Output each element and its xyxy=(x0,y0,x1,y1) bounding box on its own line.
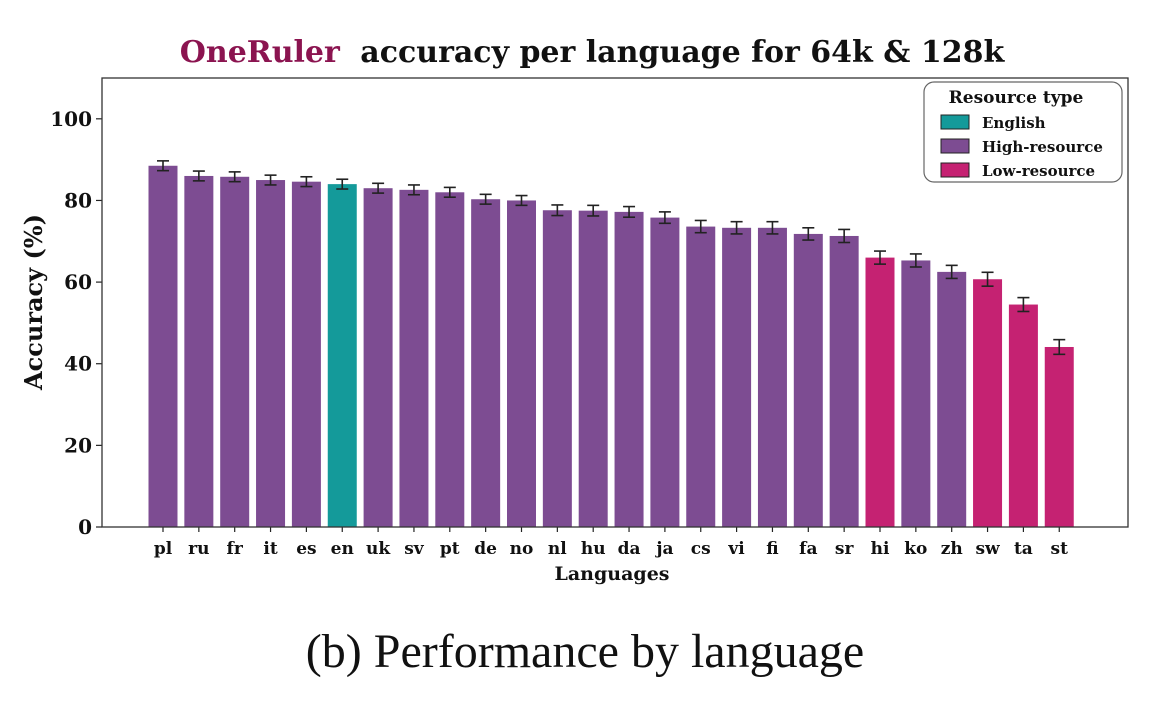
bar-en xyxy=(327,184,357,528)
legend-swatch-english xyxy=(940,114,970,130)
chart-title-highlight: OneRuler xyxy=(180,35,341,70)
bar-vi xyxy=(722,227,752,527)
bar-ru xyxy=(184,175,214,528)
x-tick-label-fi: fi xyxy=(766,539,778,559)
x-tick-label-hu: hu xyxy=(581,539,606,559)
bar-sr xyxy=(829,235,859,527)
y-tick-label: 80 xyxy=(64,188,92,212)
x-tick-label-fa: fa xyxy=(799,539,817,559)
bar-hu xyxy=(578,210,608,527)
bar-da xyxy=(614,211,644,527)
chart-title: OneRuler accuracy per language for 64k &… xyxy=(180,35,1006,70)
legend-label-low: Low-resource xyxy=(982,162,1095,180)
x-tick-label-es: es xyxy=(296,539,316,559)
x-tick-label-nl: nl xyxy=(548,539,567,559)
x-tick-label-hi: hi xyxy=(871,539,890,559)
bar-nl xyxy=(542,210,572,527)
legend-box xyxy=(923,81,1123,183)
bar-fr xyxy=(220,176,250,527)
x-tick-label-ja: ja xyxy=(654,539,673,559)
axes-frame xyxy=(101,77,1129,528)
bar-ta xyxy=(1008,304,1038,527)
x-tick-label-en: en xyxy=(331,539,354,559)
bar-chart: OneRuler accuracy per language for 64k &… xyxy=(19,35,1129,585)
bar-es xyxy=(291,181,321,528)
figure-caption: (b) Performance by language xyxy=(305,625,865,678)
x-tick-label-de: de xyxy=(474,539,497,559)
legend-title: Resource type xyxy=(949,88,1084,108)
bar-cs xyxy=(686,226,716,527)
legend-swatch-high xyxy=(940,138,970,154)
y-tick-label: 100 xyxy=(50,107,92,131)
x-tick-label-zh: zh xyxy=(941,539,963,559)
legend-swatch-low xyxy=(940,162,970,178)
x-tick-label-ko: ko xyxy=(904,539,927,559)
x-tick-label-vi: vi xyxy=(727,539,745,559)
bar-fa xyxy=(793,233,823,527)
legend: Resource type English High-resource Low-res… xyxy=(923,81,1123,183)
chart-title-rest: accuracy per language for 64k & 128k xyxy=(360,35,1005,70)
bar-zh xyxy=(937,271,967,527)
plot-area: 0 20 40 60 80 100 pl ru fr it es en uk sv pt de no nl hu da… xyxy=(50,77,1129,559)
bar-de xyxy=(471,199,501,528)
bar-pt xyxy=(435,192,465,528)
x-tick-label-fr: fr xyxy=(227,539,244,559)
bar-it xyxy=(256,180,286,527)
x-tick-label-cs: cs xyxy=(691,539,711,559)
bar-ko xyxy=(901,260,931,527)
y-tick-label: 60 xyxy=(64,270,92,294)
x-tick-label-st: st xyxy=(1051,539,1069,559)
bar-no xyxy=(507,200,536,528)
y-tick-label: 0 xyxy=(78,515,92,539)
bar-uk xyxy=(363,188,393,527)
x-tick-label-da: da xyxy=(618,539,641,559)
bar-sv xyxy=(399,189,429,528)
x-axis-label: Languages xyxy=(555,563,670,585)
bar-pl xyxy=(148,165,178,527)
legend-label-high: High-resource xyxy=(982,138,1103,156)
x-tick-label-ta: ta xyxy=(1014,539,1033,559)
x-tick-label-sv: sv xyxy=(404,539,425,559)
x-tick-label-sw: sw xyxy=(975,539,1000,559)
legend-label-english: English xyxy=(982,114,1046,132)
bar-hi xyxy=(865,257,895,527)
bar-fi xyxy=(757,227,787,527)
bar-ja xyxy=(650,217,680,527)
bar-sw xyxy=(973,279,1003,527)
x-tick-label-pt: pt xyxy=(440,539,460,559)
x-tick-label-no: no xyxy=(510,539,534,559)
x-tick-label-pl: pl xyxy=(154,539,173,559)
y-tick-label: 20 xyxy=(64,433,92,457)
x-tick-label-ru: ru xyxy=(188,539,209,559)
x-tick-label-it: it xyxy=(263,539,277,559)
bar-st xyxy=(1044,346,1074,527)
x-tick-label-sr: sr xyxy=(835,539,855,559)
y-axis-label: Accuracy (%) xyxy=(19,214,48,391)
x-tick-label-uk: uk xyxy=(366,539,391,559)
y-tick-label: 40 xyxy=(64,352,92,376)
